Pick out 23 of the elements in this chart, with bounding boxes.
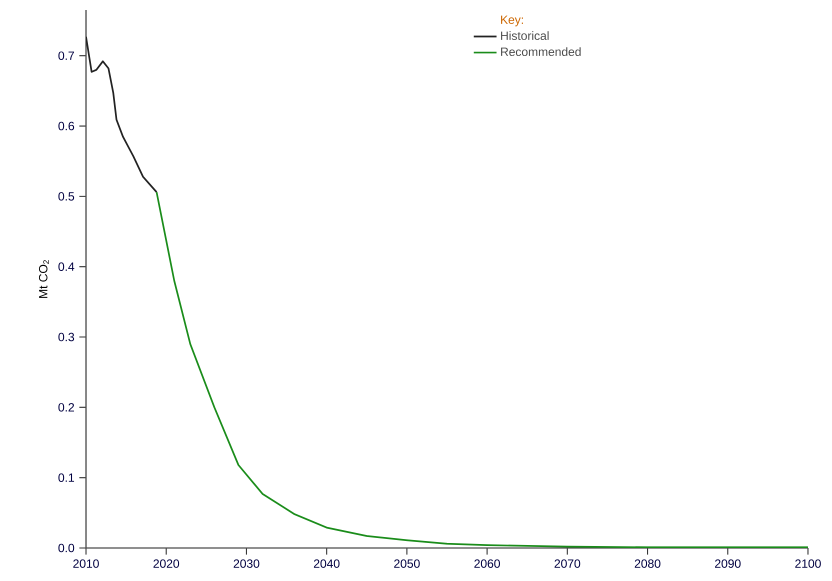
x-tick-label: 2070 [554, 559, 580, 568]
x-tick-label: 2050 [394, 559, 420, 568]
legend-label: Historical [501, 31, 549, 40]
x-tick-label: 2010 [73, 559, 99, 568]
line-series [86, 36, 158, 194]
y-tick-label: 0.7 [58, 51, 74, 60]
y-tick-label: 0.4 [58, 262, 74, 271]
y-tick-label: 0.5 [58, 192, 74, 201]
x-tick-label: 2030 [234, 559, 260, 568]
legend-label: Recommended [501, 47, 581, 56]
x-tick-label: 2020 [153, 559, 180, 568]
x-tick-label: 2060 [474, 559, 500, 568]
x-tick-label: 2080 [634, 559, 660, 568]
x-tick-label: 2090 [715, 559, 741, 568]
y-tick-label: 0.1 [58, 473, 74, 482]
y-tick-label: 0.6 [58, 122, 74, 130]
x-tick-label: 2100 [795, 559, 821, 568]
legend-title: Key: [501, 16, 523, 26]
y-tick-label: 0.2 [58, 403, 74, 412]
y-tick-label: 0.0 [58, 544, 74, 552]
y-tick-label: 0.3 [58, 332, 74, 342]
x-tick-label: 2040 [314, 559, 340, 568]
y-axis-title: Mt CO$_{2}$ [38, 260, 49, 298]
